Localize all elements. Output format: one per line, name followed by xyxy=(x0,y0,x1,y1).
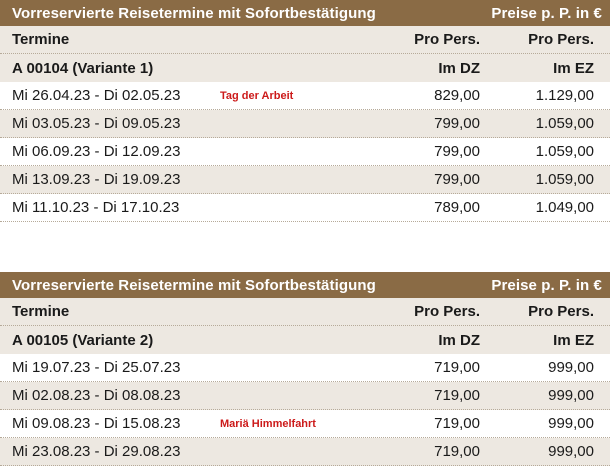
row-dates: Mi 02.08.23 - Di 08.08.23 xyxy=(12,387,181,404)
row-dates: Mi 06.09.23 - Di 12.09.23 xyxy=(12,143,181,160)
row-dates: Mi 23.08.23 - Di 29.08.23 xyxy=(12,443,181,460)
row-price-dz: 719,00 xyxy=(434,387,480,404)
row-price-ez: 1.129,00 xyxy=(535,87,594,104)
row-price-ez: 1.059,00 xyxy=(535,143,594,160)
row-price-dz: 789,00 xyxy=(434,199,480,216)
row-price-ez: 999,00 xyxy=(548,443,594,460)
schedule-table-variant-1: Vorreservierte Reisetermine mit Sofortbe… xyxy=(0,0,610,222)
row-holiday-note: Mariä Himmelfahrt xyxy=(220,417,316,430)
table-title: Vorreservierte Reisetermine mit Sofortbe… xyxy=(12,276,376,294)
row-dates: Mi 03.05.23 - Di 09.05.23 xyxy=(12,115,181,132)
header-ez-sub: Im EZ xyxy=(553,59,594,77)
row-price-dz: 719,00 xyxy=(434,359,480,376)
header-ez-top: Pro Pers. xyxy=(528,303,594,320)
table-title-bar: Vorreservierte Reisetermine mit Sofortbe… xyxy=(0,272,610,298)
row-price-ez: 999,00 xyxy=(548,415,594,432)
table-row: Mi 02.08.23 - Di 08.08.23 719,00 999,00 xyxy=(0,382,610,410)
row-price-dz: 719,00 xyxy=(434,443,480,460)
schedule-table-variant-2: Vorreservierte Reisetermine mit Sofortbe… xyxy=(0,272,610,466)
header-dz-top: Pro Pers. xyxy=(414,31,480,48)
table-title: Vorreservierte Reisetermine mit Sofortbe… xyxy=(12,4,376,22)
row-price-dz: 829,00 xyxy=(434,87,480,104)
table-row: Mi 13.09.23 - Di 19.09.23 799,00 1.059,0… xyxy=(0,166,610,194)
row-price-ez: 999,00 xyxy=(548,387,594,404)
row-price-dz: 719,00 xyxy=(434,415,480,432)
row-price-ez: 999,00 xyxy=(548,359,594,376)
table-row: Mi 23.08.23 - Di 29.08.23 719,00 999,00 xyxy=(0,438,610,466)
row-dates: Mi 26.04.23 - Di 02.05.23 xyxy=(12,87,181,104)
row-price-ez: 1.049,00 xyxy=(535,199,594,216)
table-row: Mi 09.08.23 - Di 15.08.23 Mariä Himmelfa… xyxy=(0,410,610,438)
header-dz-sub: Im DZ xyxy=(438,331,480,349)
table-row: Mi 06.09.23 - Di 12.09.23 799,00 1.059,0… xyxy=(0,138,610,166)
header-row: A 00105 (Variante 2) Im DZ Im EZ xyxy=(0,326,610,354)
row-dates: Mi 11.10.23 - Di 17.10.23 xyxy=(12,199,180,216)
row-dates: Mi 19.07.23 - Di 25.07.23 xyxy=(12,359,181,376)
price-note: Preise p. P. in € xyxy=(491,4,602,22)
header-termine: Termine xyxy=(12,303,70,320)
header-dz-top: Pro Pers. xyxy=(414,303,480,320)
row-holiday-note: Tag der Arbeit xyxy=(220,89,294,102)
header-row: A 00104 (Variante 1) Im DZ Im EZ xyxy=(0,54,610,82)
row-dates: Mi 13.09.23 - Di 19.09.23 xyxy=(12,171,181,188)
header-row: Termine Pro Pers. Pro Pers. xyxy=(0,26,610,54)
header-row: Termine Pro Pers. Pro Pers. xyxy=(0,298,610,326)
table-title-bar: Vorreservierte Reisetermine mit Sofortbe… xyxy=(0,0,610,26)
row-dates: Mi 09.08.23 - Di 15.08.23 xyxy=(12,415,181,432)
row-price-ez: 1.059,00 xyxy=(535,115,594,132)
table-row: Mi 26.04.23 - Di 02.05.23 Tag der Arbeit… xyxy=(0,82,610,110)
table-row: Mi 03.05.23 - Di 09.05.23 799,00 1.059,0… xyxy=(0,110,610,138)
price-note: Preise p. P. in € xyxy=(491,276,602,294)
variant-label: A 00104 (Variante 1) xyxy=(12,59,154,77)
row-price-dz: 799,00 xyxy=(434,115,480,132)
table-row: Mi 19.07.23 - Di 25.07.23 719,00 999,00 xyxy=(0,354,610,382)
header-ez-sub: Im EZ xyxy=(553,331,594,349)
header-termine: Termine xyxy=(12,31,70,48)
row-price-ez: 1.059,00 xyxy=(535,171,594,188)
header-dz-sub: Im DZ xyxy=(438,59,480,77)
row-price-dz: 799,00 xyxy=(434,143,480,160)
variant-label: A 00105 (Variante 2) xyxy=(12,331,154,349)
table-row: Mi 11.10.23 - Di 17.10.23 789,00 1.049,0… xyxy=(0,194,610,222)
row-price-dz: 799,00 xyxy=(434,171,480,188)
header-ez-top: Pro Pers. xyxy=(528,31,594,48)
